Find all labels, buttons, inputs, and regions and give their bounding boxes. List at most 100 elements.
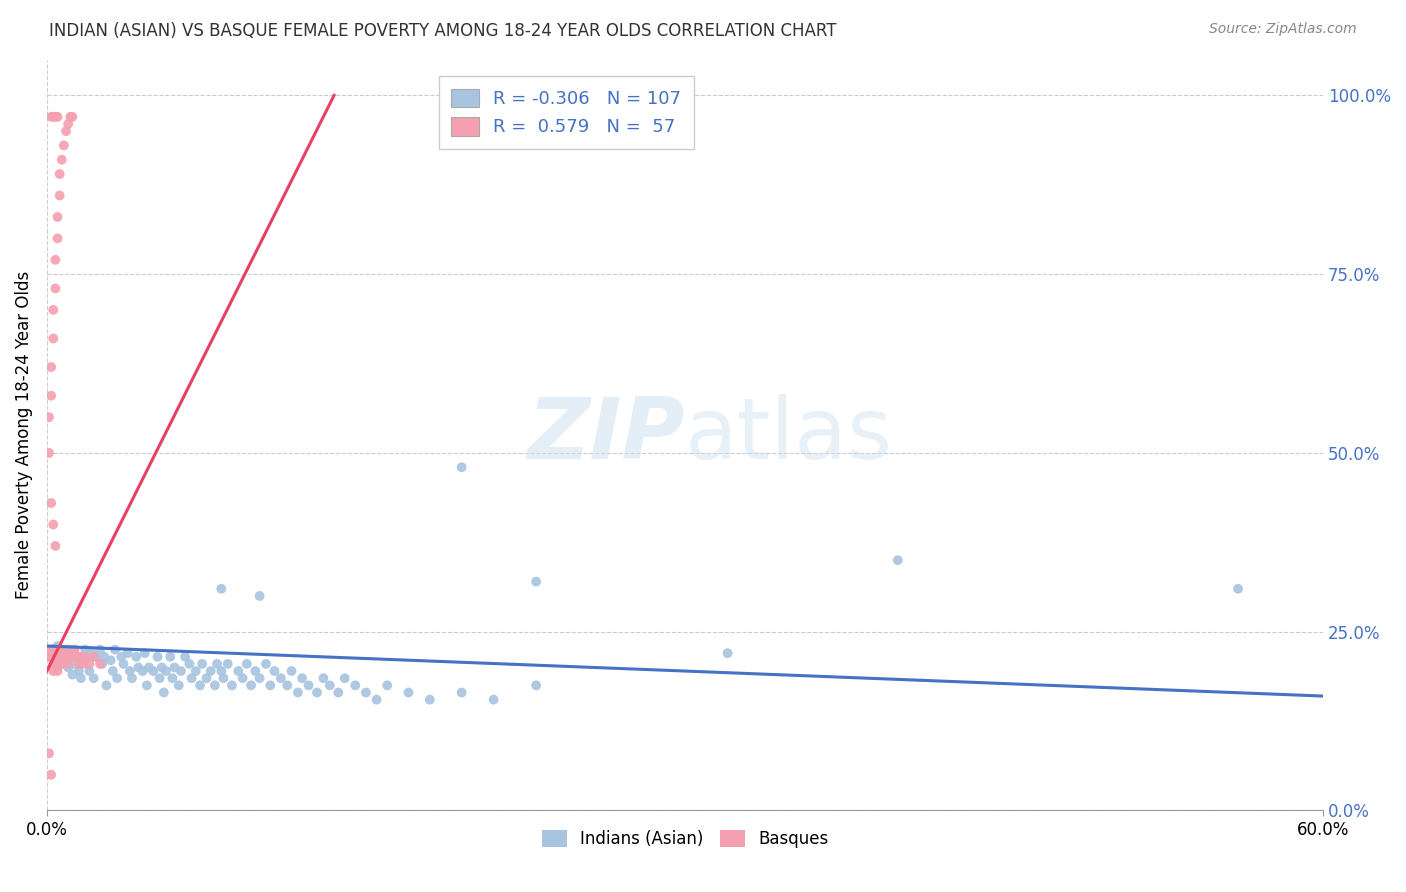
Point bbox=[72, 657, 94, 671]
Point bbox=[112, 657, 135, 671]
Point bbox=[419, 692, 441, 706]
Point bbox=[333, 671, 356, 685]
Point bbox=[46, 657, 69, 671]
Point bbox=[228, 664, 250, 678]
Point bbox=[344, 678, 367, 692]
Point bbox=[42, 642, 65, 657]
Point bbox=[46, 660, 69, 674]
Point bbox=[450, 685, 472, 699]
Point bbox=[62, 667, 84, 681]
Point bbox=[204, 678, 226, 692]
Point bbox=[716, 646, 738, 660]
Point bbox=[482, 692, 505, 706]
Point bbox=[179, 657, 201, 671]
Point bbox=[232, 671, 254, 685]
Point bbox=[46, 210, 69, 224]
Point bbox=[56, 657, 79, 671]
Point bbox=[83, 649, 105, 664]
Point bbox=[46, 110, 69, 124]
Point bbox=[48, 642, 70, 657]
Point bbox=[44, 657, 66, 671]
Point bbox=[46, 231, 69, 245]
Point bbox=[44, 646, 66, 660]
Point bbox=[366, 692, 388, 706]
Point bbox=[236, 657, 259, 671]
Point bbox=[263, 664, 285, 678]
Point bbox=[52, 138, 75, 153]
Point bbox=[38, 410, 60, 425]
Point bbox=[39, 110, 62, 124]
Point bbox=[51, 649, 73, 664]
Point bbox=[62, 649, 84, 664]
Point bbox=[52, 649, 75, 664]
Point bbox=[89, 642, 111, 657]
Point bbox=[89, 657, 111, 671]
Point bbox=[39, 389, 62, 403]
Legend: Indians (Asian), Basques: Indians (Asian), Basques bbox=[534, 823, 835, 855]
Point bbox=[249, 671, 271, 685]
Point bbox=[48, 188, 70, 202]
Text: ZIP: ZIP bbox=[527, 393, 685, 476]
Point bbox=[276, 678, 298, 692]
Point bbox=[38, 446, 60, 460]
Point bbox=[240, 678, 263, 692]
Point bbox=[245, 664, 267, 678]
Point bbox=[66, 649, 89, 664]
Point bbox=[524, 678, 547, 692]
Point bbox=[153, 685, 176, 699]
Point bbox=[254, 657, 277, 671]
Point bbox=[217, 657, 239, 671]
Point bbox=[200, 664, 222, 678]
Point bbox=[38, 746, 60, 760]
Point bbox=[205, 657, 228, 671]
Point bbox=[42, 664, 65, 678]
Point bbox=[62, 110, 84, 124]
Point bbox=[105, 671, 128, 685]
Point bbox=[44, 649, 66, 664]
Point bbox=[149, 671, 172, 685]
Point bbox=[56, 117, 79, 131]
Point bbox=[63, 642, 86, 657]
Point bbox=[42, 517, 65, 532]
Point bbox=[375, 678, 398, 692]
Point bbox=[59, 642, 82, 657]
Point bbox=[209, 664, 232, 678]
Point bbox=[59, 649, 82, 664]
Point bbox=[39, 768, 62, 782]
Point bbox=[79, 664, 101, 678]
Point bbox=[354, 685, 377, 699]
Point bbox=[150, 660, 173, 674]
Point bbox=[55, 653, 77, 667]
Point bbox=[62, 649, 84, 664]
Point bbox=[44, 110, 66, 124]
Point bbox=[67, 664, 90, 678]
Point bbox=[270, 671, 292, 685]
Point bbox=[131, 664, 153, 678]
Point bbox=[67, 657, 90, 671]
Point bbox=[287, 685, 309, 699]
Point bbox=[72, 653, 94, 667]
Point bbox=[170, 664, 193, 678]
Point bbox=[51, 646, 73, 660]
Point bbox=[212, 671, 235, 685]
Point bbox=[328, 685, 350, 699]
Text: Source: ZipAtlas.com: Source: ZipAtlas.com bbox=[1209, 22, 1357, 37]
Point bbox=[79, 657, 101, 671]
Point bbox=[70, 671, 93, 685]
Point bbox=[42, 657, 65, 671]
Point bbox=[121, 671, 143, 685]
Point bbox=[59, 110, 82, 124]
Point bbox=[63, 646, 86, 660]
Point bbox=[67, 649, 90, 664]
Point bbox=[162, 671, 184, 685]
Text: INDIAN (ASIAN) VS BASQUE FEMALE POVERTY AMONG 18-24 YEAR OLDS CORRELATION CHART: INDIAN (ASIAN) VS BASQUE FEMALE POVERTY … bbox=[49, 22, 837, 40]
Point bbox=[180, 671, 202, 685]
Point bbox=[174, 649, 197, 664]
Point bbox=[55, 649, 77, 664]
Point bbox=[100, 653, 122, 667]
Point bbox=[46, 664, 69, 678]
Point bbox=[280, 664, 302, 678]
Point bbox=[259, 678, 281, 692]
Point bbox=[297, 678, 319, 692]
Point bbox=[56, 642, 79, 657]
